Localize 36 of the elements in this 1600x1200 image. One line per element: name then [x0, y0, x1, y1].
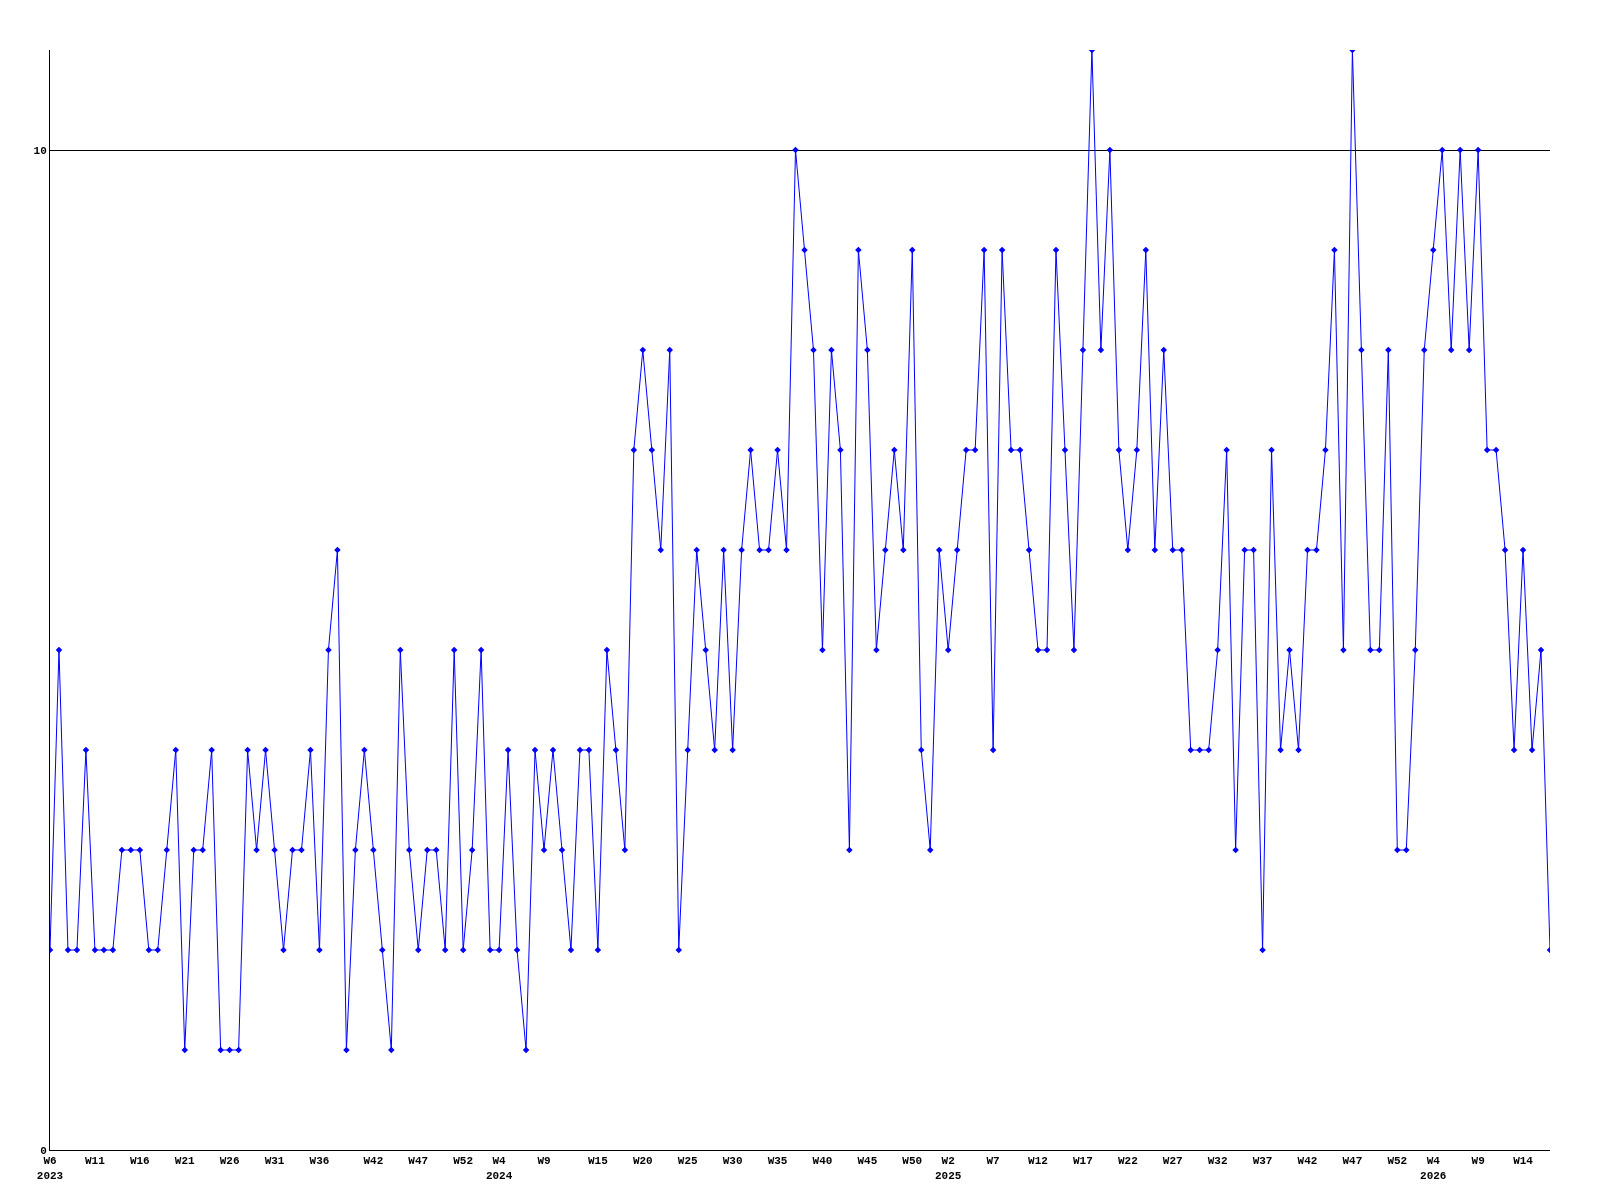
x-tick-label: W16: [129, 1155, 150, 1168]
x-tick-label: W21: [174, 1155, 196, 1168]
x-tick-label: W9: [537, 1155, 551, 1168]
x-tick-label: W15: [587, 1155, 609, 1168]
x-tick-label: W47: [408, 1155, 429, 1168]
x-tick-label: W12: [1028, 1155, 1048, 1168]
x-tick-label: W6 2023: [36, 1155, 64, 1182]
x-tick-label: W32: [1207, 1155, 1228, 1168]
x-tick-label: W50: [902, 1155, 923, 1168]
x-tick-label: W17: [1073, 1155, 1093, 1168]
x-tick-label: W47: [1342, 1155, 1363, 1168]
x-tick-label: W2 2025: [935, 1155, 962, 1182]
x-tick-label: W22: [1117, 1155, 1138, 1168]
x-tick-label: W40: [812, 1155, 833, 1168]
x-tick-label: W37: [1252, 1155, 1273, 1168]
x-tick-label: W42: [363, 1155, 384, 1168]
x-tick-label: W14: [1513, 1155, 1534, 1168]
x-tick-label: W27: [1162, 1155, 1183, 1168]
x-tick-label: W7: [986, 1155, 1000, 1168]
x-tick-label: W9: [1471, 1155, 1485, 1168]
x-tick-label: W11: [85, 1155, 106, 1168]
x-tick-label: W4 2024: [485, 1155, 513, 1182]
x-tick-label: W36: [309, 1155, 330, 1168]
x-tick-label: W4 2026: [1420, 1155, 1447, 1182]
y-tick-label: 10: [33, 144, 47, 157]
y-tick-label: 0: [40, 1144, 47, 1157]
x-tick-label: W20: [632, 1155, 653, 1168]
x-tick-label: W52: [1387, 1155, 1408, 1168]
x-tick-label: W30: [722, 1155, 743, 1168]
x-tick-label: W25: [677, 1155, 699, 1168]
x-tick-label: W31: [264, 1155, 285, 1168]
x-tick-label: W42: [1297, 1155, 1318, 1168]
x-tick-label: W26: [219, 1155, 240, 1168]
x-tick-label: W45: [857, 1155, 878, 1168]
x-tick-label: W35: [767, 1155, 788, 1168]
x-tick-label: W52: [453, 1155, 474, 1168]
